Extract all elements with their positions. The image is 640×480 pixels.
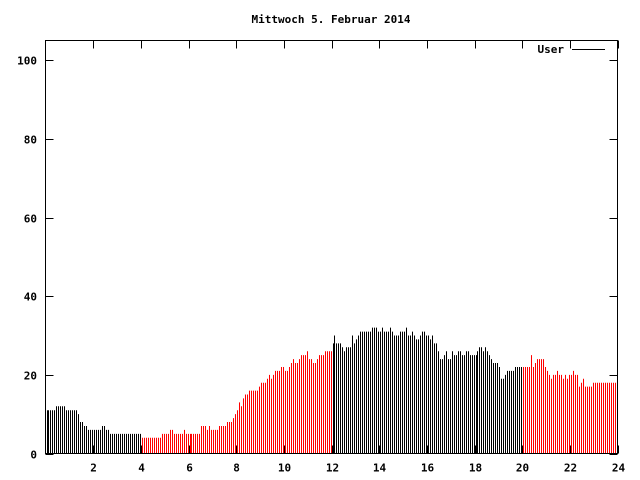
legend-label: User	[538, 43, 565, 56]
y-tick-label: 40	[24, 291, 37, 304]
x-tick-label: 10	[278, 462, 291, 475]
x-tick-label: 16	[421, 462, 435, 475]
x-tick-label: 4	[138, 462, 145, 475]
x-tick-label: 20	[516, 462, 529, 475]
y-tick-label: 20	[24, 370, 37, 383]
plot-border	[45, 40, 618, 454]
x-tick-label: 24	[612, 462, 626, 475]
x-tick-label: 14	[373, 462, 387, 475]
x-tick-label: 12	[326, 462, 339, 475]
x-tick-label: 8	[233, 462, 240, 475]
x-tick-label: 18	[469, 462, 482, 475]
y-tick-label: 80	[24, 134, 37, 147]
y-tick-label: 100	[17, 55, 37, 68]
y-tick-label: 0	[30, 449, 37, 462]
x-tick-label: 22	[564, 462, 577, 475]
y-tick-label: 60	[24, 213, 37, 226]
x-tick-label: 2	[90, 462, 97, 475]
bars	[47, 327, 618, 454]
x-tick-label: 6	[186, 462, 193, 475]
chart-title: Mittwoch 5. Februar 2014	[252, 13, 411, 26]
legend: User	[538, 43, 605, 56]
